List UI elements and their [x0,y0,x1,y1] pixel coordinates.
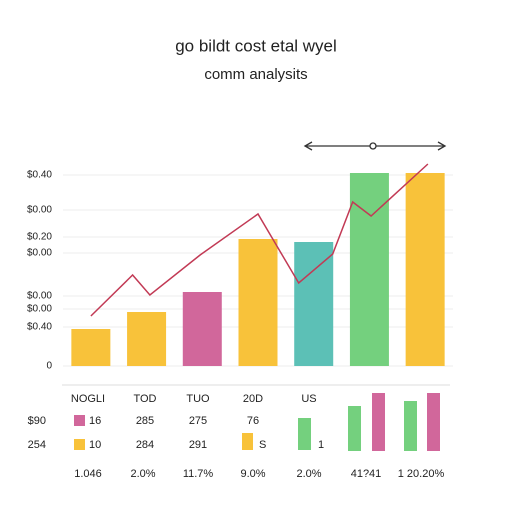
mini-bar [242,433,253,450]
footer-cell: 1.046 [74,468,102,480]
footer-cell: 41?41 [351,468,382,480]
y-tick-label: $0.00 [27,304,52,315]
bar [182,292,222,366]
bar [238,239,278,366]
table-cell: 1 [318,439,324,451]
row-label: 254 [28,439,46,451]
table-header: TUO [186,393,210,405]
table-header: TOD [133,393,156,405]
slider-arrows [303,141,447,151]
table-cell: 76 [247,415,259,427]
footer-cell: 1 20.20% [398,468,445,480]
range-slider[interactable] [303,141,447,151]
table-cell: S [259,439,266,451]
table-cell: 285 [136,415,154,427]
mini-bar [348,406,361,451]
y-tick-label: $0.00 [27,291,52,302]
mini-bar [404,401,417,451]
table-header: US [301,393,316,405]
mini-bar [372,393,385,451]
table-cell: 16 [89,415,101,427]
row-label: $90 [28,415,46,427]
y-tick-label: $0.00 [27,248,52,259]
mini-bar [427,393,440,451]
table-cell: 291 [189,439,207,451]
y-tick-label: $0.40 [27,170,52,181]
legend-swatch [74,415,85,426]
y-tick-label: $0.00 [27,205,52,216]
mini-bar [298,418,311,450]
legend-swatch [74,439,85,450]
trend-line [90,163,429,317]
y-tick-label: $0.40 [27,322,52,333]
bar [71,329,111,366]
bar [349,173,389,366]
chart-subtitle: comm analysits [204,66,307,83]
chart-title: go bildt cost etal wyel [175,36,337,55]
footer-cell: 11.7% [183,468,214,480]
table-cell: 284 [136,439,154,451]
table-cell: 275 [189,415,207,427]
footer-cell: 2.0% [296,468,321,480]
bar [405,173,445,366]
table-header: 20D [243,393,263,405]
bar [294,242,334,366]
y-tick-label: $0.20 [27,232,52,243]
table-header: NOGLI [71,393,105,405]
footer-cell: 9.0% [240,468,265,480]
y-tick-label: 0 [46,361,52,372]
slider-handle[interactable] [369,142,377,150]
table-cell: 10 [89,439,101,451]
footer-cell: 2.0% [130,468,155,480]
bar [127,312,167,366]
